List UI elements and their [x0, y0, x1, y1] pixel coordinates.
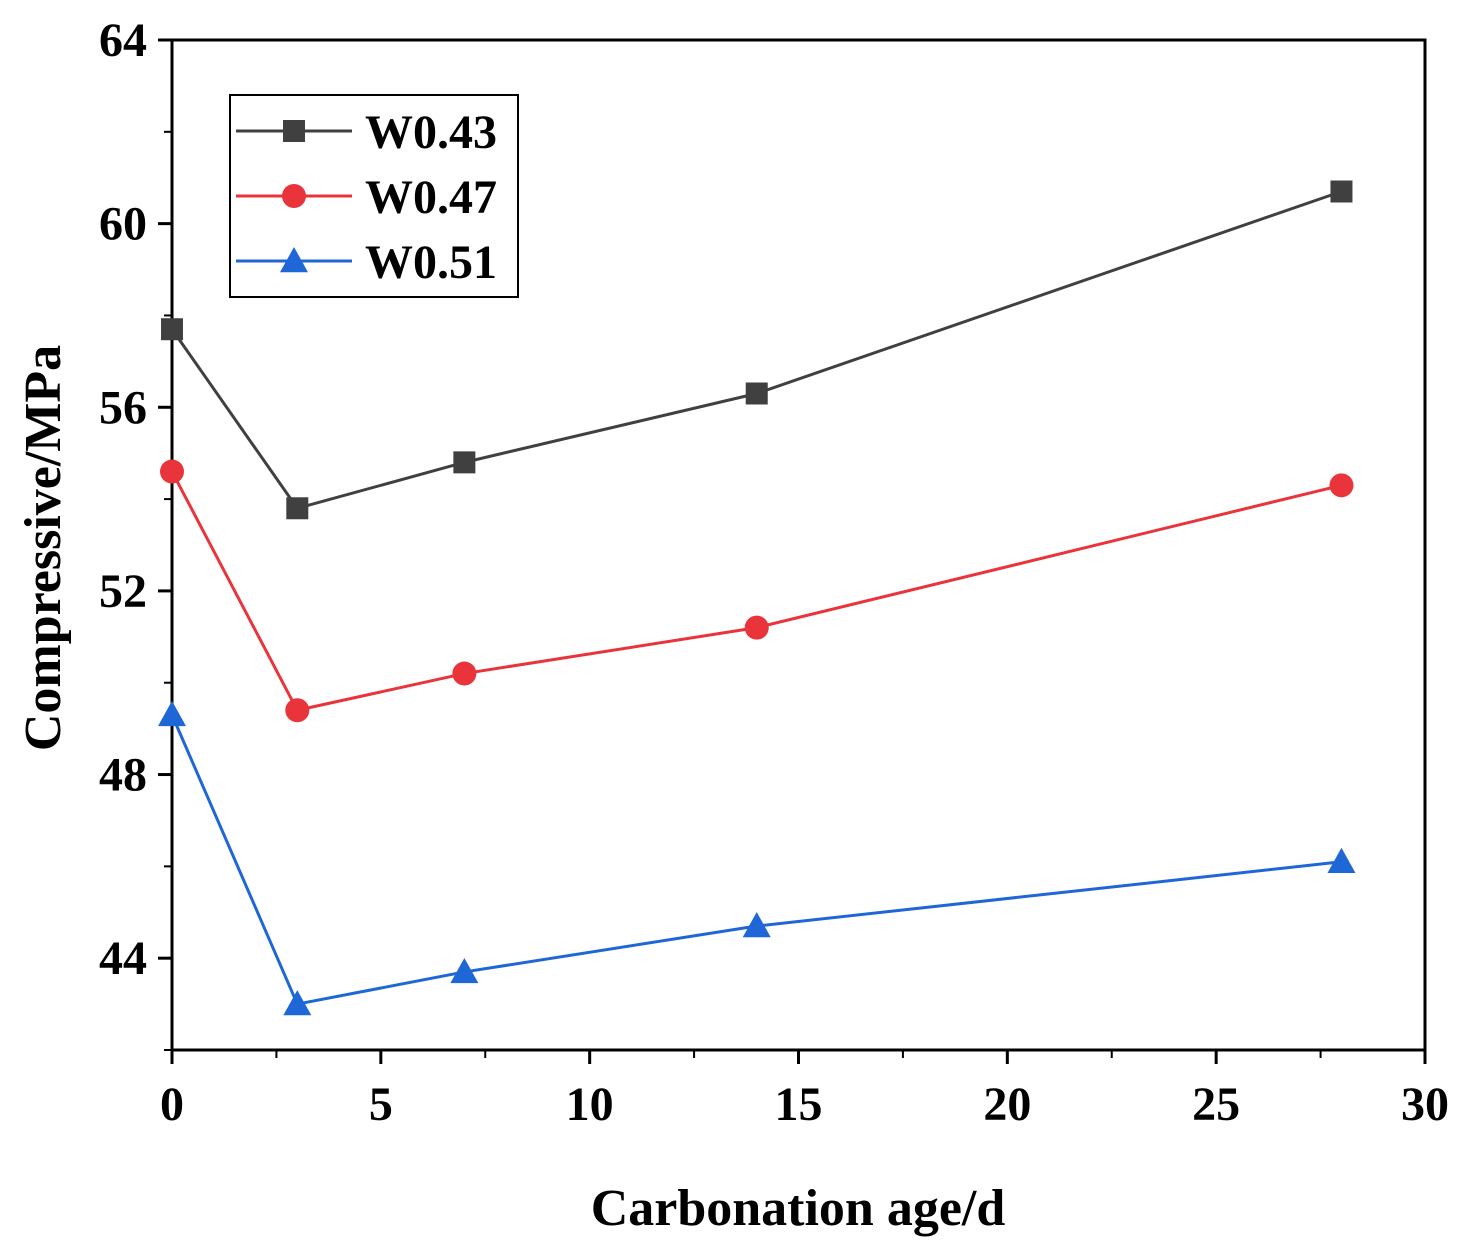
legend-marker — [280, 247, 308, 273]
data-point — [742, 912, 771, 938]
data-point — [161, 318, 183, 341]
data-point — [1327, 847, 1356, 873]
data-point — [1330, 180, 1353, 203]
y-tick-label: 56 — [99, 381, 147, 434]
y-tick-label: 60 — [99, 198, 147, 251]
x-tick-label: 25 — [1192, 1078, 1240, 1131]
data-point — [285, 698, 310, 723]
data-point — [158, 700, 186, 727]
legend-label: W0.47 — [365, 171, 497, 224]
x-axis-ticks: 0 5 10 15 20 25 30 — [160, 1050, 1449, 1131]
legend-marker — [282, 184, 306, 208]
y-axis-ticks: 44 48 52 56 60 64 — [99, 14, 172, 985]
minor-ticks — [164, 130, 1322, 1058]
y-tick-label: 44 — [99, 932, 147, 985]
series-W0.51 — [158, 700, 1356, 1016]
x-tick-label: 10 — [566, 1078, 614, 1131]
y-tick-label: 52 — [99, 565, 147, 618]
data-point — [450, 957, 479, 984]
y-tick-label: 64 — [99, 14, 147, 67]
y-axis-title: Compressive/MPa — [15, 345, 72, 751]
series-W0.43 — [161, 180, 1353, 520]
x-tick-label: 0 — [160, 1078, 184, 1131]
legend-label: W0.51 — [365, 236, 497, 289]
x-tick-label: 15 — [775, 1078, 823, 1131]
legend: W0.43 W0.47 W0.51 — [229, 94, 519, 298]
data-point — [283, 990, 312, 1016]
data-point — [1329, 473, 1354, 498]
data-point — [453, 451, 476, 474]
data-point — [745, 382, 768, 405]
data-point — [286, 497, 309, 520]
data-point — [744, 615, 769, 640]
data-point — [452, 661, 477, 686]
x-tick-label: 20 — [983, 1078, 1031, 1131]
y-tick-label: 48 — [99, 749, 147, 802]
series-layer — [158, 180, 1356, 1016]
data-point — [160, 459, 184, 484]
x-tick-label: 30 — [1401, 1078, 1449, 1131]
x-axis-title: Carbonation age/d — [591, 1180, 1006, 1237]
series-line — [170, 470, 1342, 712]
x-tick-label: 5 — [369, 1078, 393, 1131]
series-line — [170, 714, 1342, 1006]
legend-marker — [283, 120, 305, 142]
series-W0.47 — [160, 459, 1354, 723]
legend-label: W0.43 — [365, 106, 497, 159]
